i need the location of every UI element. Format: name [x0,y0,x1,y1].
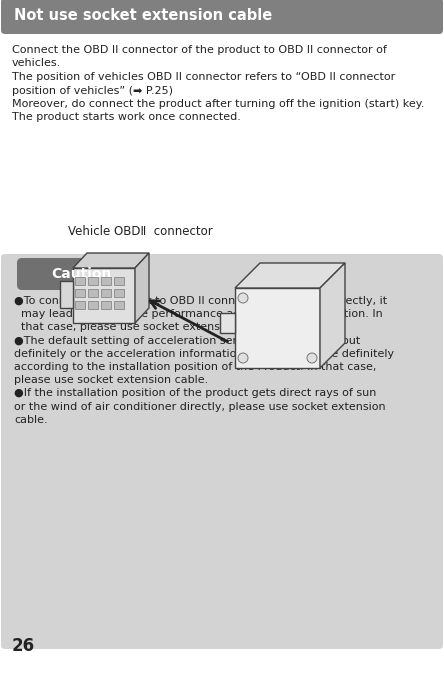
Text: ●To connect the product to OBD II connector of vehicles directly, it: ●To connect the product to OBD II connec… [14,296,387,306]
Polygon shape [60,281,73,308]
Circle shape [307,353,317,363]
Text: or the wind of air conditioner directly, please use socket extension: or the wind of air conditioner directly,… [14,402,386,412]
Polygon shape [73,268,135,323]
Text: definitely or the acceleration information may not acquire definitely: definitely or the acceleration informati… [14,349,394,359]
Bar [88,289,98,297]
Bar [114,301,124,309]
Text: please use socket extension cable.: please use socket extension cable. [14,376,208,385]
Bar [75,289,85,297]
Polygon shape [320,263,345,368]
Text: may lead to poor drive performance according to the position. In: may lead to poor drive performance accor… [14,309,383,319]
Text: according to the installation position of the Product. In that case,: according to the installation position o… [14,362,377,372]
FancyBboxPatch shape [1,254,443,649]
Circle shape [238,293,248,303]
Polygon shape [73,253,149,268]
Bar [114,277,124,285]
Bar [114,289,124,297]
Text: cable.: cable. [14,415,48,425]
Polygon shape [220,313,235,333]
Text: The position of vehicles OBD II connector refers to “OBD II connector: The position of vehicles OBD II connecto… [12,72,395,82]
Text: Vehicle OBDⅡ  connector: Vehicle OBDⅡ connector [68,225,213,238]
Text: The product starts work once connected.: The product starts work once connected. [12,112,241,122]
Text: that case, please use socket extension cable.: that case, please use socket extension c… [14,322,274,332]
Bar [88,277,98,285]
Bar [101,301,111,309]
Bar [88,301,98,309]
Text: vehicles.: vehicles. [12,59,61,69]
Text: 26: 26 [12,637,35,655]
Polygon shape [235,288,320,368]
Text: position of vehicles” (➡ P.25): position of vehicles” (➡ P.25) [12,85,173,96]
Bar [75,301,85,309]
Bar [101,277,111,285]
Text: Caution: Caution [51,267,111,281]
Text: Moreover, do connect the product after turning off the ignition (start) key.: Moreover, do connect the product after t… [12,99,424,109]
Polygon shape [235,263,345,288]
Bar [101,289,111,297]
FancyBboxPatch shape [17,258,145,290]
Text: ●The default setting of acceleration sensor may not carry out: ●The default setting of acceleration sen… [14,336,360,346]
Text: ●If the installation position of the product gets direct rays of sun: ●If the installation position of the pro… [14,388,377,398]
Circle shape [238,353,248,363]
Polygon shape [135,253,149,323]
Text: Not use socket extension cable: Not use socket extension cable [14,9,272,24]
Bar [75,277,85,285]
Text: Connect the OBD II connector of the product to OBD II connector of: Connect the OBD II connector of the prod… [12,45,387,55]
FancyBboxPatch shape [1,0,443,34]
